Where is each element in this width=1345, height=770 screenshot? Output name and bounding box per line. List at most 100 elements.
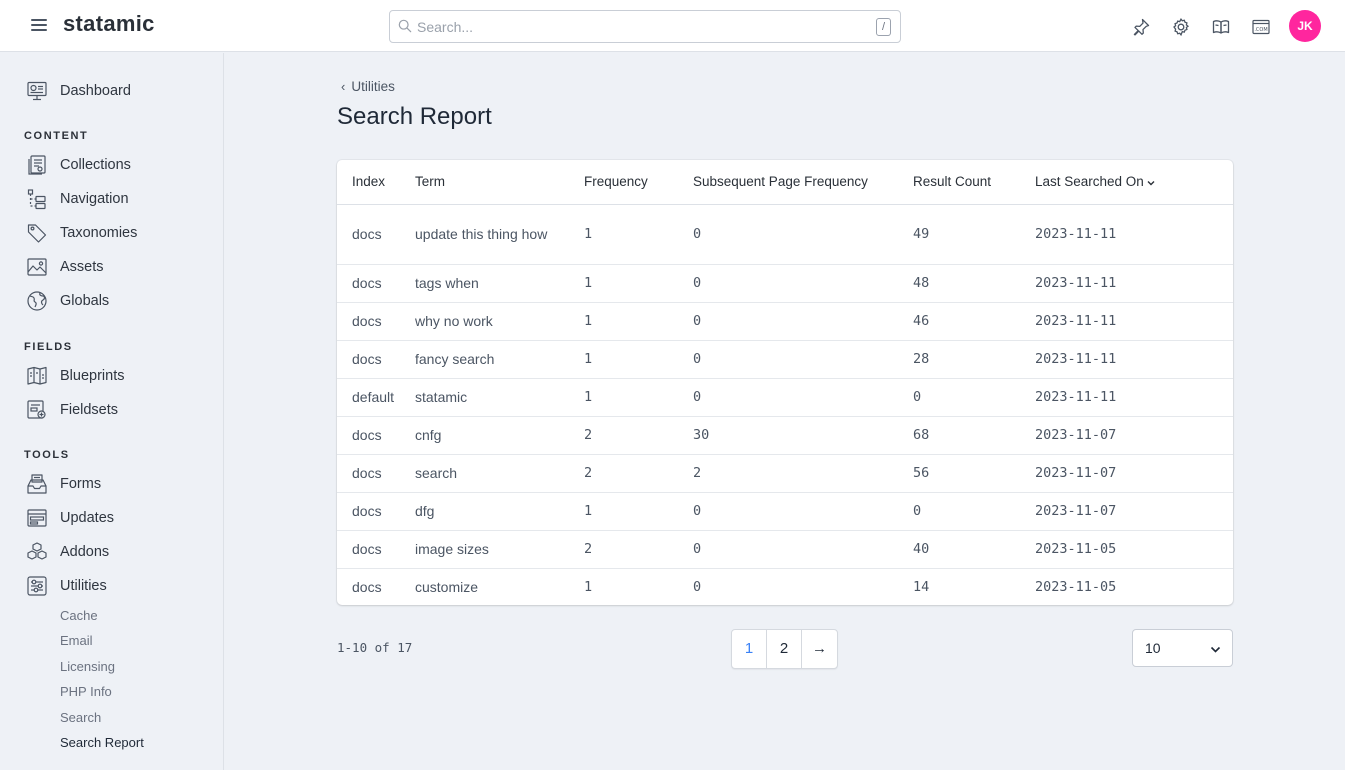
sidebar-item-label: Dashboard: [60, 83, 131, 99]
table-cell-frequency: 1: [584, 275, 593, 291]
table-cell-index: docs: [352, 503, 382, 519]
collections-icon: [28, 155, 46, 175]
table-cell-result-count: 49: [913, 226, 930, 242]
table-cell-term: image sizes: [415, 540, 489, 557]
table-cell-index: docs: [352, 427, 382, 443]
sidebar-item-forms[interactable]: Forms: [26, 472, 101, 496]
sidebar-item-assets[interactable]: Assets: [26, 255, 104, 279]
table-cell-frequency: 2: [584, 541, 593, 557]
sidebar-item-utilities[interactable]: Utilities: [26, 574, 107, 598]
table-cell-last-searched-on: 2023-11-11: [1035, 389, 1117, 405]
sidebar-subitem-cache[interactable]: Cache: [60, 608, 98, 623]
table-cell-result-count: 56: [913, 465, 930, 481]
sidebar-item-label: Updates: [60, 510, 115, 526]
sidebar-subitem-php-info[interactable]: PHP Info: [60, 684, 112, 699]
sidebar-item-blueprints[interactable]: Blueprints: [26, 364, 124, 388]
sidebar-item-label: Blueprints: [60, 368, 125, 384]
search-icon: [398, 19, 412, 33]
page-title: Search Report: [337, 103, 492, 130]
breadcrumb-label: Utilities: [351, 79, 395, 94]
pin-icon[interactable]: [1131, 17, 1151, 37]
table-cell-last-searched-on: 2023-11-11: [1035, 351, 1117, 367]
per-page-value: 10: [1145, 640, 1161, 656]
sidebar-item-collections[interactable]: Collections: [26, 153, 131, 177]
table-cell-index: docs: [352, 541, 382, 557]
table-cell-index: docs: [352, 351, 382, 367]
sidebar-item-label: Collections: [60, 157, 131, 173]
section-title-tools: TOOLS: [24, 449, 70, 461]
table-cell-frequency: 1: [584, 579, 593, 596]
table-cell-result-count: 40: [913, 541, 930, 557]
column-header-subsequent-page-frequency[interactable]: Subsequent Page Frequency: [693, 160, 913, 205]
avatar[interactable]: JK: [1289, 10, 1321, 42]
column-header-index[interactable]: Index: [337, 160, 415, 205]
table-cell-frequency: 1: [584, 313, 593, 329]
cubes-icon: [27, 542, 47, 560]
table-row: docs customize 1 0 14 2023-11-05: [337, 568, 1233, 605]
table-cell-last-searched-on: 2023-11-11: [1035, 275, 1117, 291]
next-page-button[interactable]: →: [812, 640, 827, 657]
column-header-result-count[interactable]: Result Count: [913, 160, 1035, 205]
table-cell-frequency: 1: [584, 503, 593, 519]
table-cell-result-count: 28: [913, 351, 930, 367]
chevron-down-icon: [1147, 180, 1155, 186]
sidebar-item-updates[interactable]: Updates: [26, 506, 114, 530]
inbox-icon: [27, 474, 47, 494]
chevron-down-icon: [1210, 646, 1221, 653]
gear-icon[interactable]: [1171, 17, 1191, 37]
utilities-icon: [27, 576, 47, 596]
table-cell-subsequent-page-frequency: 2: [693, 465, 702, 481]
sidebar-item-fieldsets[interactable]: Fieldsets: [26, 398, 118, 422]
pagination: 1 2 →: [731, 629, 838, 669]
sidebar-item-label: Utilities: [60, 578, 107, 594]
table-cell-frequency: 2: [584, 427, 593, 443]
table-cell-subsequent-page-frequency: 0: [693, 389, 702, 405]
table-cell-result-count: 0: [913, 503, 922, 519]
sidebar-subitem-search-report[interactable]: Search Report: [60, 735, 144, 750]
book-icon[interactable]: [1211, 17, 1231, 37]
sidebar-item-navigation[interactable]: Navigation: [26, 187, 129, 211]
page-button-1[interactable]: 1: [732, 630, 767, 668]
table-cell-term: fancy search: [415, 350, 495, 367]
breadcrumb[interactable]: ‹ Utilities: [341, 79, 395, 94]
column-header-last-searched-on[interactable]: Last Searched On: [1035, 160, 1233, 205]
table-cell-frequency: 1: [584, 226, 593, 242]
table-row: docs image sizes 2 0 40 2023-11-05: [337, 530, 1233, 568]
sidebar-item-label: Globals: [60, 293, 110, 309]
sidebar-item-addons[interactable]: Addons: [26, 540, 109, 564]
table-cell-index: docs: [352, 465, 382, 481]
sidebar-item-taxonomies[interactable]: Taxonomies: [26, 221, 137, 245]
section-title-content: CONTENT: [24, 130, 89, 142]
search-input[interactable]: [417, 12, 857, 41]
sidebar-item-globals[interactable]: Globals: [26, 289, 109, 313]
search-report-table: Index Term Frequency Subsequent Page Fre…: [337, 160, 1233, 605]
image-icon: [27, 258, 47, 276]
site-icon[interactable]: .COM: [1251, 17, 1271, 37]
table-cell-last-searched-on: 2023-11-05: [1035, 579, 1117, 596]
pagination-summary: 1-10 of 17: [337, 640, 413, 655]
sidebar-subitem-search[interactable]: Search: [60, 710, 102, 725]
svg-text:.COM: .COM: [1254, 27, 1267, 33]
table-cell-term: search: [415, 464, 458, 481]
table-row: docs cnfg 2 30 68 2023-11-07: [337, 416, 1233, 454]
search-report-table-card: Index Term Frequency Subsequent Page Fre…: [337, 160, 1233, 605]
column-header-label: Last Searched On: [1035, 174, 1144, 190]
column-header-frequency[interactable]: Frequency: [584, 160, 693, 205]
per-page-select[interactable]: 10: [1132, 629, 1233, 667]
hamburger-menu-icon[interactable]: [31, 19, 47, 33]
table-cell-frequency: 1: [584, 389, 593, 405]
page-button-2[interactable]: 2: [767, 630, 802, 668]
table-cell-last-searched-on: 2023-11-11: [1035, 226, 1117, 242]
logo[interactable]: statamic: [63, 11, 155, 36]
table-cell-term: why no work: [415, 312, 493, 329]
table-cell-last-searched-on: 2023-11-11: [1035, 313, 1117, 329]
column-header-term[interactable]: Term: [415, 160, 584, 205]
table-cell-subsequent-page-frequency: 0: [693, 313, 702, 329]
global-search[interactable]: /: [389, 10, 901, 43]
sidebar-item-dashboard[interactable]: Dashboard: [26, 79, 131, 103]
table-cell-frequency: 2: [584, 465, 593, 481]
sidebar-subitem-licensing[interactable]: Licensing: [60, 659, 115, 674]
table-cell-subsequent-page-frequency: 30: [693, 427, 710, 443]
sidebar-subitem-email[interactable]: Email: [60, 633, 93, 648]
top-bar: statamic / .COM JK: [0, 0, 1345, 52]
